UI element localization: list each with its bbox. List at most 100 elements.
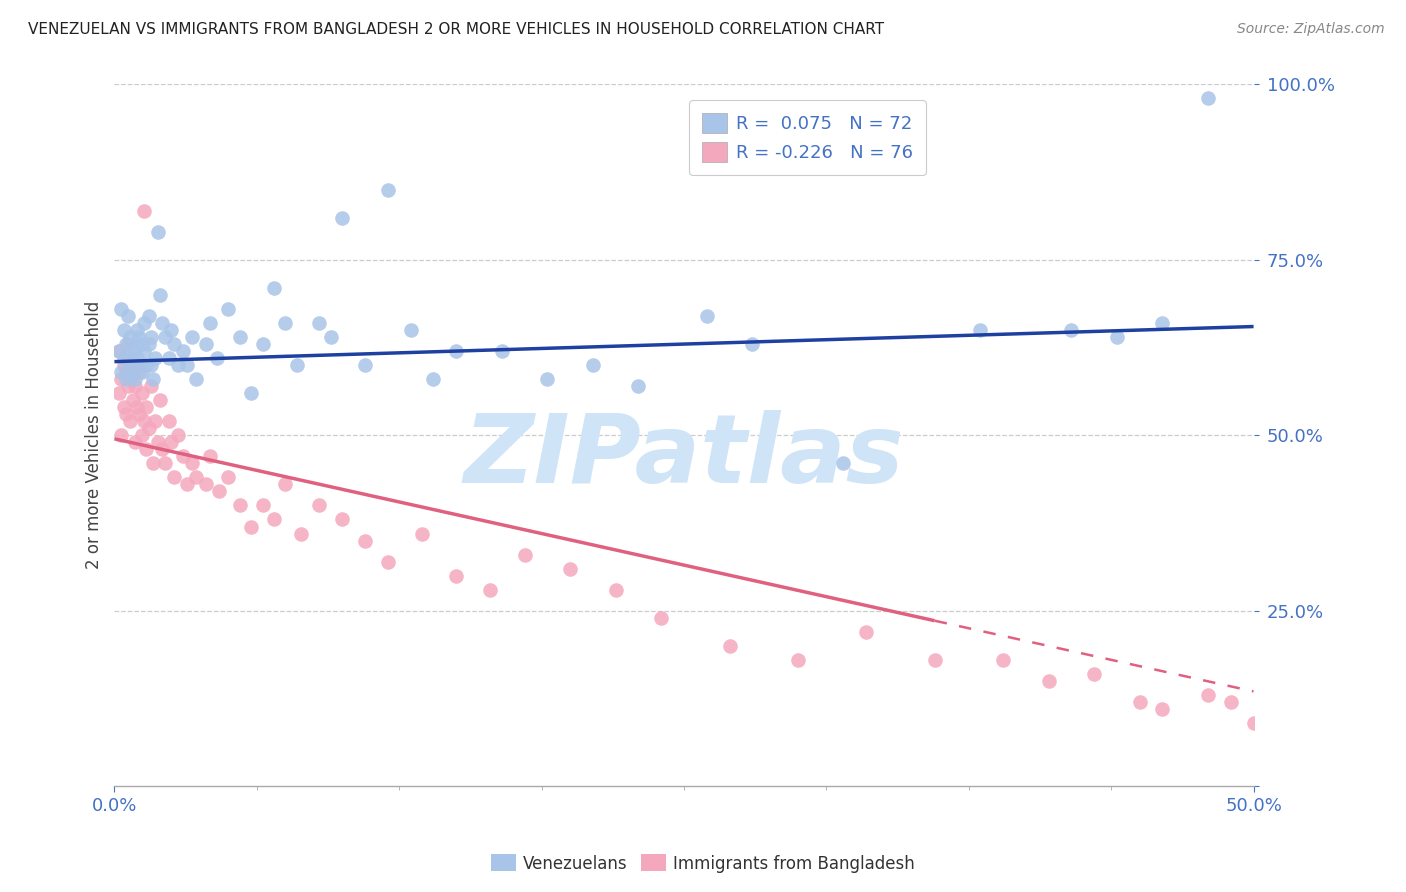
Point bbox=[149, 393, 172, 408]
Point bbox=[741, 337, 763, 351]
Point bbox=[110, 428, 132, 442]
Point bbox=[114, 365, 136, 379]
Point bbox=[422, 372, 444, 386]
Point bbox=[127, 401, 149, 415]
Point bbox=[1083, 666, 1105, 681]
Point bbox=[128, 365, 150, 379]
Point bbox=[1243, 716, 1265, 731]
Point bbox=[194, 477, 217, 491]
Point bbox=[228, 330, 250, 344]
Point bbox=[142, 456, 165, 470]
Point bbox=[1219, 695, 1241, 709]
Point bbox=[157, 351, 180, 365]
Point bbox=[117, 379, 139, 393]
Point bbox=[108, 344, 131, 359]
Point bbox=[198, 450, 221, 464]
Point bbox=[112, 358, 135, 372]
Point bbox=[354, 533, 377, 548]
Point bbox=[142, 372, 165, 386]
Point bbox=[131, 337, 153, 351]
Point bbox=[205, 351, 228, 365]
Point bbox=[127, 351, 149, 365]
Point bbox=[167, 358, 190, 372]
Point bbox=[650, 611, 672, 625]
Point bbox=[240, 519, 263, 533]
Point bbox=[117, 337, 139, 351]
Point bbox=[135, 442, 157, 457]
Point bbox=[128, 358, 150, 372]
Text: VENEZUELAN VS IMMIGRANTS FROM BANGLADESH 2 OR MORE VEHICLES IN HOUSEHOLD CORRELA: VENEZUELAN VS IMMIGRANTS FROM BANGLADESH… bbox=[28, 22, 884, 37]
Point bbox=[114, 372, 136, 386]
Point bbox=[149, 288, 172, 302]
Point bbox=[127, 323, 149, 337]
Point bbox=[186, 470, 208, 484]
Point bbox=[924, 653, 946, 667]
Point bbox=[121, 365, 143, 379]
Point bbox=[274, 316, 297, 330]
Legend: R =  0.075   N = 72, R = -0.226   N = 76: R = 0.075 N = 72, R = -0.226 N = 76 bbox=[689, 101, 925, 175]
Point bbox=[991, 653, 1014, 667]
Point bbox=[290, 526, 312, 541]
Point bbox=[132, 344, 155, 359]
Point bbox=[1152, 316, 1174, 330]
Point bbox=[330, 512, 353, 526]
Point bbox=[138, 421, 160, 435]
Point bbox=[128, 407, 150, 421]
Point bbox=[198, 316, 221, 330]
Point bbox=[1038, 673, 1060, 688]
Point bbox=[1197, 91, 1219, 105]
Point bbox=[718, 639, 741, 653]
Point bbox=[157, 414, 180, 428]
Point bbox=[167, 428, 190, 442]
Point bbox=[1129, 695, 1152, 709]
Point bbox=[786, 653, 808, 667]
Point bbox=[120, 330, 142, 344]
Point bbox=[131, 365, 153, 379]
Point bbox=[319, 330, 342, 344]
Point bbox=[110, 301, 132, 316]
Point bbox=[186, 372, 208, 386]
Point bbox=[513, 548, 536, 562]
Point bbox=[112, 351, 135, 365]
Point bbox=[138, 309, 160, 323]
Point bbox=[110, 372, 132, 386]
Point bbox=[194, 337, 217, 351]
Point bbox=[163, 337, 186, 351]
Point bbox=[128, 330, 150, 344]
Point bbox=[1060, 323, 1083, 337]
Point bbox=[285, 358, 308, 372]
Point bbox=[160, 435, 183, 450]
Point bbox=[160, 323, 183, 337]
Point bbox=[308, 499, 330, 513]
Point bbox=[208, 484, 231, 499]
Point bbox=[444, 344, 467, 359]
Point bbox=[605, 582, 627, 597]
Point bbox=[135, 401, 157, 415]
Point bbox=[274, 477, 297, 491]
Point bbox=[132, 203, 155, 218]
Point bbox=[263, 281, 285, 295]
Point bbox=[558, 561, 581, 575]
Point bbox=[217, 470, 239, 484]
Point bbox=[112, 401, 135, 415]
Text: Source: ZipAtlas.com: Source: ZipAtlas.com bbox=[1237, 22, 1385, 37]
Point bbox=[855, 624, 877, 639]
Point bbox=[180, 456, 202, 470]
Point bbox=[1105, 330, 1128, 344]
Point bbox=[377, 183, 399, 197]
Y-axis label: 2 or more Vehicles in Household: 2 or more Vehicles in Household bbox=[86, 301, 103, 569]
Point bbox=[252, 499, 274, 513]
Point bbox=[696, 309, 718, 323]
Point bbox=[121, 351, 143, 365]
Point bbox=[969, 323, 991, 337]
Point bbox=[240, 386, 263, 401]
Point bbox=[180, 330, 202, 344]
Point bbox=[110, 365, 132, 379]
Point bbox=[120, 414, 142, 428]
Point bbox=[153, 456, 176, 470]
Point bbox=[131, 428, 153, 442]
Point bbox=[146, 225, 169, 239]
Point bbox=[411, 526, 433, 541]
Point bbox=[377, 555, 399, 569]
Point bbox=[176, 358, 198, 372]
